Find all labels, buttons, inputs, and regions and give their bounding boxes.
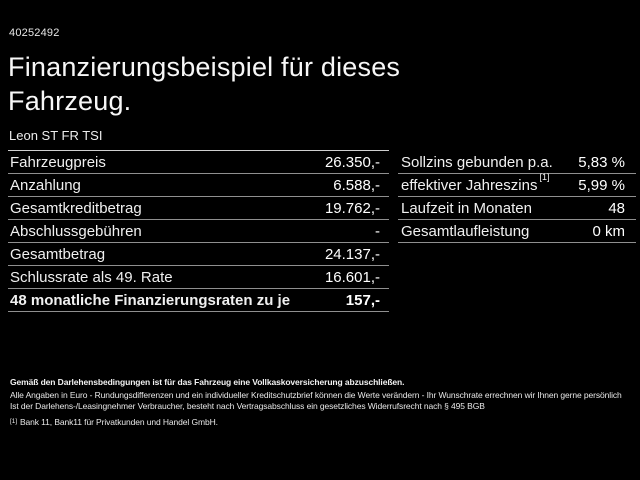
table-row-nominal-interest: Sollzins gebunden p.a. 5,83 % — [398, 151, 636, 174]
row-label: effektiver Jahreszins [1] — [398, 172, 549, 194]
row-label: 48 monatliche Finanzierungsraten zu je — [10, 291, 291, 309]
disclaimer-line-2: Ist der Darlehens-/Leasingnehmer Verbrau… — [10, 401, 485, 411]
table-row-final-installment: Schlussrate als 49. Rate 16.601,- — [8, 266, 389, 289]
table-row-vehicle-price: Fahrzeugpreis 26.350,- — [8, 151, 389, 174]
row-label: Gesamtbetrag — [10, 245, 106, 263]
row-value: 26.350,- — [324, 153, 380, 171]
row-value: 5,83 % — [578, 153, 625, 171]
row-label: Abschlussgebühren — [10, 222, 142, 240]
footnote-marker: [1] — [10, 418, 17, 425]
row-value: 16.601,- — [324, 268, 380, 286]
row-value: 5,99 % — [578, 176, 625, 194]
table-row-down-payment: Anzahlung 6.588,- — [8, 174, 389, 197]
row-value: 48 — [608, 199, 625, 217]
row-value: - — [375, 222, 380, 240]
page-title: Finanzierungsbeispiel für dieses Fahrzeug… — [8, 50, 400, 118]
row-label: Gesamtlaufleistung — [401, 222, 530, 240]
row-value: 24.137,- — [324, 245, 380, 263]
row-value: 19.762,- — [324, 199, 380, 217]
table-row-term-months: Laufzeit in Monaten 48 — [398, 197, 636, 220]
conditions-table: Sollzins gebunden p.a. 5,83 % effektiver… — [398, 151, 636, 243]
disclaimer-line-1: Alle Angaben in Euro - Rundungsdifferenz… — [10, 390, 622, 400]
vehicle-id: 40252492 — [9, 27, 60, 39]
row-label: Gesamtkreditbetrag — [10, 199, 142, 217]
table-row-effective-interest: effektiver Jahreszins [1] 5,99 % — [398, 172, 636, 197]
row-label: Anzahlung — [10, 176, 81, 194]
row-value: 157,- — [345, 291, 380, 309]
row-value: 0 km — [592, 222, 625, 240]
page-title-line2: Fahrzeug. — [8, 86, 132, 116]
row-label-text: effektiver Jahreszins — [401, 177, 538, 194]
insurance-note: Gemäß den Darlehensbedingungen ist für d… — [10, 377, 405, 387]
table-row-total-amount: Gesamtbetrag 24.137,- — [8, 243, 389, 266]
row-label: Fahrzeugpreis — [10, 153, 106, 171]
row-label: Sollzins gebunden p.a. — [401, 153, 553, 171]
table-row-monthly-rate: 48 monatliche Finanzierungsraten zu je 1… — [8, 289, 389, 312]
row-label: Schlussrate als 49. Rate — [10, 268, 173, 286]
table-row-total-mileage: Gesamtlaufleistung 0 km — [398, 220, 636, 243]
table-row-closing-fees: Abschlussgebühren - — [8, 220, 389, 243]
row-value: 6.588,- — [333, 176, 380, 194]
table-row-total-credit: Gesamtkreditbetrag 19.762,- — [8, 197, 389, 220]
row-label: Laufzeit in Monaten — [401, 199, 532, 217]
bank-footnote: [1] Bank 11, Bank11 für Privatkunden und … — [10, 417, 218, 427]
footnote-reference: [1] — [539, 172, 550, 182]
footnote-text: Bank 11, Bank11 für Privatkunden und Han… — [19, 417, 218, 427]
vehicle-model: Leon ST FR TSI — [9, 128, 103, 143]
financing-table: Fahrzeugpreis 26.350,- Anzahlung 6.588,-… — [8, 150, 389, 312]
page-title-line1: Finanzierungsbeispiel für dieses — [8, 52, 401, 82]
